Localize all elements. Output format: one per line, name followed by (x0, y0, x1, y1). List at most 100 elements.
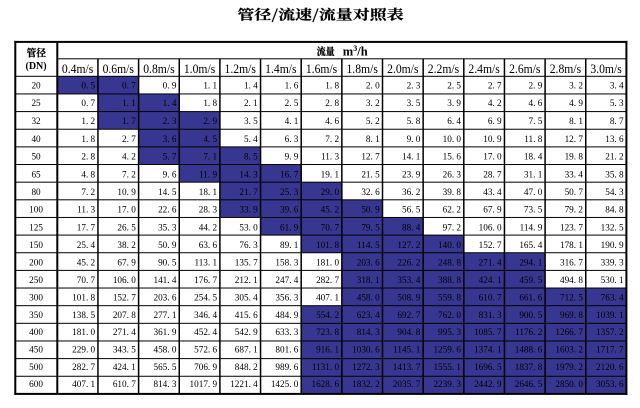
svg-text:5. 2: 5. 2 (366, 116, 380, 126)
svg-text:207. 8: 207. 8 (113, 310, 136, 320)
svg-text:343. 5: 343. 5 (113, 345, 136, 355)
svg-text:277. 1: 277. 1 (153, 310, 176, 320)
svg-text:0.8m/s: 0.8m/s (143, 62, 174, 76)
svg-text:712. 5: 712. 5 (560, 292, 583, 302)
svg-text:995. 3: 995. 3 (438, 327, 461, 337)
svg-text:848. 2: 848. 2 (235, 362, 258, 372)
svg-text:65: 65 (31, 169, 41, 179)
svg-text:2.2m/s: 2.2m/s (428, 62, 459, 76)
svg-text:5. 7: 5. 7 (163, 152, 177, 162)
svg-text:11. 9: 11. 9 (199, 169, 217, 179)
svg-text:132. 5: 132. 5 (601, 222, 624, 232)
svg-text:212. 1: 212. 1 (235, 275, 258, 285)
svg-text:0. 7: 0. 7 (122, 80, 136, 90)
svg-text:203. 6: 203. 6 (357, 257, 380, 267)
svg-text:1.0m/s: 1.0m/s (184, 62, 215, 76)
svg-text:36. 2: 36. 2 (402, 187, 421, 197)
svg-text:19. 8: 19. 8 (565, 152, 584, 162)
svg-text:1696. 5: 1696. 5 (474, 362, 502, 372)
svg-text:1413. 7: 1413. 7 (393, 362, 421, 372)
svg-text:1. 4: 1. 4 (163, 98, 177, 108)
svg-text:530. 1: 530. 1 (601, 275, 624, 285)
svg-text:1. 1: 1. 1 (122, 98, 136, 108)
svg-text:(DN): (DN) (25, 61, 46, 72)
svg-text:18. 4: 18. 4 (524, 152, 543, 162)
svg-text:32: 32 (31, 116, 41, 126)
svg-text:203. 6: 203. 6 (153, 292, 176, 302)
svg-text:16. 7: 16. 7 (280, 169, 299, 179)
svg-text:6. 4: 6. 4 (447, 116, 461, 126)
svg-text:101. 8: 101. 8 (316, 240, 339, 250)
svg-text:4. 5: 4. 5 (203, 134, 217, 144)
svg-text:4. 9: 4. 9 (569, 98, 583, 108)
svg-text:1266. 7: 1266. 7 (555, 327, 583, 337)
svg-text:45. 2: 45. 2 (321, 205, 340, 215)
svg-text:900. 5: 900. 5 (519, 310, 542, 320)
svg-text:26. 5: 26. 5 (117, 222, 136, 232)
svg-text:1176. 2: 1176. 2 (515, 327, 543, 337)
svg-text:350: 350 (29, 310, 43, 320)
svg-text:106. 0: 106. 0 (113, 275, 136, 285)
svg-text:1017. 9: 1017. 9 (190, 379, 218, 389)
svg-text:989. 6: 989. 6 (275, 362, 298, 372)
svg-text:70. 7: 70. 7 (321, 222, 340, 232)
svg-text:1979. 2: 1979. 2 (555, 362, 583, 372)
svg-text:248. 8: 248. 8 (438, 257, 461, 267)
svg-text:79. 5: 79. 5 (361, 222, 380, 232)
svg-text:814. 3: 814. 3 (357, 327, 380, 337)
svg-text:135. 7: 135. 7 (235, 257, 258, 267)
svg-text:1. 8: 1. 8 (81, 134, 95, 144)
svg-text:2. 3: 2. 3 (407, 80, 421, 90)
svg-text:178. 1: 178. 1 (560, 240, 583, 250)
svg-text:4. 8: 4. 8 (81, 169, 95, 179)
svg-text:63. 6: 63. 6 (199, 240, 218, 250)
svg-text:45. 2: 45. 2 (77, 257, 96, 267)
svg-text:38. 2: 38. 2 (117, 240, 136, 250)
svg-text:2239. 3: 2239. 3 (433, 379, 461, 389)
svg-text:40: 40 (31, 134, 41, 144)
svg-text:4. 1: 4. 1 (285, 116, 299, 126)
svg-text:165. 4: 165. 4 (519, 240, 542, 250)
svg-text:305. 4: 305. 4 (235, 292, 258, 302)
svg-text:19. 1: 19. 1 (321, 169, 340, 179)
svg-text:7. 2: 7. 2 (325, 134, 339, 144)
svg-text:97. 2: 97. 2 (443, 222, 462, 232)
svg-text:5. 8: 5. 8 (407, 116, 421, 126)
svg-text:554. 2: 554. 2 (316, 310, 339, 320)
svg-text:1. 4: 1. 4 (244, 80, 258, 90)
svg-text:339. 3: 339. 3 (601, 257, 624, 267)
svg-text:706. 9: 706. 9 (194, 362, 217, 372)
svg-text:7. 2: 7. 2 (81, 187, 95, 197)
svg-text:0. 5: 0. 5 (81, 80, 95, 90)
svg-text:10. 9: 10. 9 (483, 134, 502, 144)
svg-text:1. 2: 1. 2 (81, 116, 95, 126)
svg-text:4. 2: 4. 2 (122, 152, 136, 162)
svg-text:424. 1: 424. 1 (479, 275, 502, 285)
svg-text:5. 4: 5. 4 (244, 134, 258, 144)
svg-text:500: 500 (29, 362, 43, 372)
svg-text:623. 4: 623. 4 (357, 310, 380, 320)
svg-text:388. 8: 388. 8 (438, 275, 461, 285)
svg-text:8. 1: 8. 1 (366, 134, 380, 144)
svg-text:8. 5: 8. 5 (244, 152, 258, 162)
svg-text:114. 5: 114. 5 (357, 240, 380, 250)
svg-text:67. 9: 67. 9 (483, 205, 502, 215)
svg-text:1. 1: 1. 1 (203, 80, 217, 90)
svg-text:3. 2: 3. 2 (569, 80, 583, 90)
svg-text:4. 6: 4. 6 (529, 98, 543, 108)
svg-text:424. 1: 424. 1 (113, 362, 136, 372)
svg-text:26. 3: 26. 3 (443, 169, 462, 179)
svg-text:9. 9: 9. 9 (285, 152, 299, 162)
svg-text:361. 9: 361. 9 (153, 327, 176, 337)
svg-text:5. 3: 5. 3 (610, 98, 624, 108)
svg-text:1. 7: 1. 7 (122, 116, 136, 126)
svg-text:89. 1: 89. 1 (280, 240, 299, 250)
svg-text:692. 7: 692. 7 (397, 310, 420, 320)
svg-text:1628. 6: 1628. 6 (311, 379, 339, 389)
svg-text:484. 9: 484. 9 (275, 310, 298, 320)
svg-text:152. 7: 152. 7 (113, 292, 136, 302)
svg-text:25: 25 (31, 98, 41, 108)
svg-text:1030. 6: 1030. 6 (352, 345, 380, 355)
svg-text:353. 4: 353. 4 (397, 275, 420, 285)
svg-text:1272. 3: 1272. 3 (352, 362, 380, 372)
